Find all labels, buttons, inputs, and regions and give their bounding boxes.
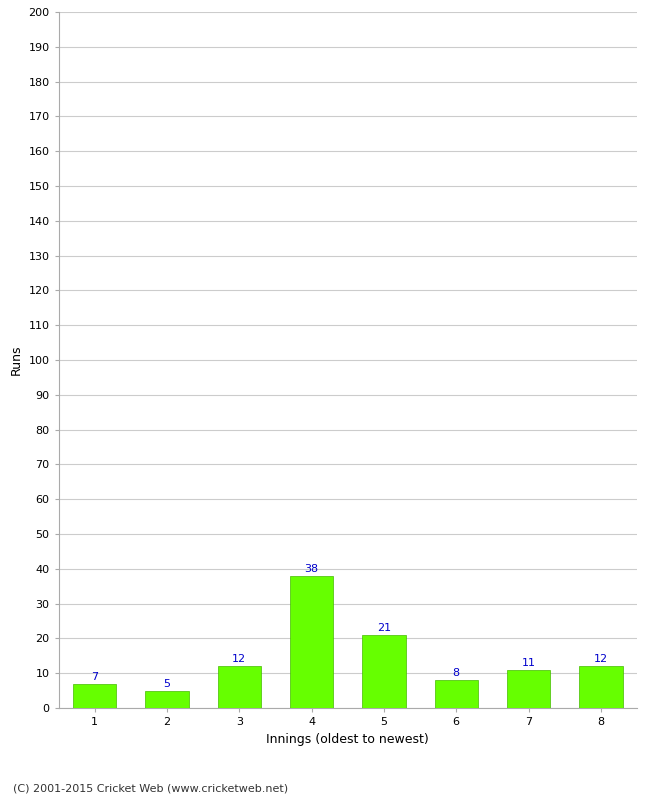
Bar [146,690,188,708]
Bar [579,666,623,708]
Bar [290,576,333,708]
Text: 12: 12 [594,654,608,665]
Bar [507,670,550,708]
Bar [362,635,406,708]
Text: 7: 7 [91,672,98,682]
Text: 12: 12 [232,654,246,665]
Text: 8: 8 [452,669,460,678]
Y-axis label: Runs: Runs [10,345,23,375]
Text: 5: 5 [163,679,170,689]
Bar [435,680,478,708]
Text: (C) 2001-2015 Cricket Web (www.cricketweb.net): (C) 2001-2015 Cricket Web (www.cricketwe… [13,784,288,794]
Bar [218,666,261,708]
Text: 38: 38 [305,564,318,574]
Text: 11: 11 [521,658,536,668]
Text: 21: 21 [377,623,391,633]
Bar [73,684,116,708]
X-axis label: Innings (oldest to newest): Innings (oldest to newest) [266,733,429,746]
